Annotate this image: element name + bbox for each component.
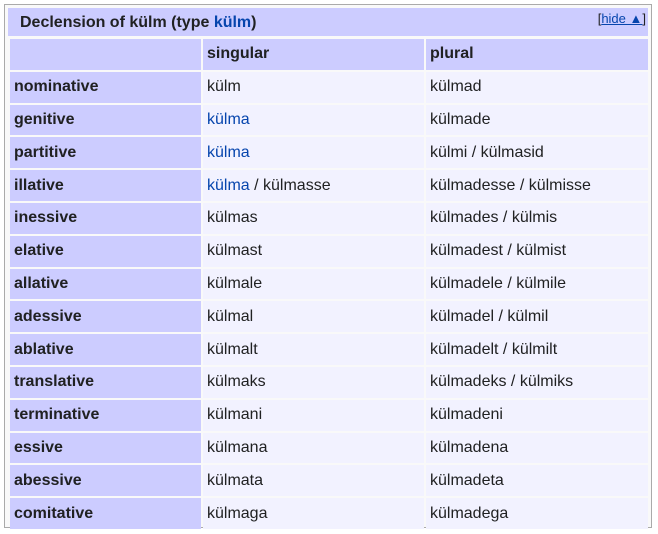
case-label: elative [10, 235, 201, 267]
case-label: terminative [10, 399, 201, 431]
table-row: allative külmale külmadele / külmile [10, 268, 648, 300]
singular-form: külmana [203, 432, 424, 464]
declension-title-bar: Declension of külm (type külm) [hide ▲] [8, 8, 648, 36]
plural-form: külmadesse / külmisse [426, 170, 648, 201]
plural-form: külmadeta [426, 465, 648, 497]
hide-toggle: [hide ▲] [598, 11, 646, 26]
table-row: abessive külmata külmadeta [10, 465, 648, 497]
singular-form-cell: külma / külmasse [203, 170, 424, 201]
plural-form: külmadest / külmist [426, 235, 648, 267]
case-label: ablative [10, 334, 201, 365]
singular-form: külmaga [203, 498, 424, 529]
table-row: illative külma / külmasse külmadesse / k… [10, 170, 648, 201]
case-label: allative [10, 268, 201, 300]
table-row: adessive külmal külmadel / külmil [10, 301, 648, 333]
plural-form: külmadel / külmil [426, 301, 648, 333]
singular-form: külmale [203, 268, 424, 300]
plural-form: külmade [426, 104, 648, 136]
case-label: comitative [10, 498, 201, 529]
singular-form-link[interactable]: külma [207, 110, 250, 128]
declension-type-link[interactable]: külm [213, 14, 252, 31]
singular-form-link[interactable]: külma [207, 176, 250, 194]
plural-form: külmadelt / külmilt [426, 334, 648, 365]
table-row: nominative külm külmad [10, 71, 648, 103]
title-suffix: ) [251, 14, 257, 31]
plural-form: külmadeks / külmiks [426, 366, 648, 398]
column-header-plural: plural [426, 39, 648, 70]
case-label: illative [10, 170, 201, 201]
case-label: adessive [10, 301, 201, 333]
hide-toggle-link[interactable]: hide ▲ [601, 11, 643, 26]
case-label: translative [10, 366, 201, 398]
toggle-bracket-open: [ [597, 11, 602, 26]
case-label: genitive [10, 104, 201, 136]
singular-form-cell: külma [203, 137, 424, 169]
plural-form: külmadena [426, 432, 648, 464]
singular-form: külmata [203, 465, 424, 497]
table-row: elative külmast külmadest / külmist [10, 235, 648, 267]
declension-title: Declension of külm (type külm) [20, 14, 256, 32]
singular-form: külmaks [203, 366, 424, 398]
singular-form: külmal [203, 301, 424, 333]
table-row: essive külmana külmadena [10, 432, 648, 464]
singular-form: külmalt [203, 334, 424, 365]
plural-form: külmadele / külmile [426, 268, 648, 300]
case-label: essive [10, 432, 201, 464]
singular-form: külm [203, 71, 424, 103]
corner-cell [10, 39, 201, 70]
case-label: abessive [10, 465, 201, 497]
plural-form: külmadega [426, 498, 648, 529]
singular-form: külmas [203, 202, 424, 234]
plural-form: külmades / külmis [426, 202, 648, 234]
table-row: translative külmaks külmadeks / külmiks [10, 366, 648, 398]
case-label: nominative [10, 71, 201, 103]
toggle-bracket-close: ] [642, 11, 646, 26]
column-header-singular: singular [203, 39, 424, 70]
header-row: singular plural [10, 39, 648, 70]
declension-table: singular plural nominative külm külmad g… [8, 37, 650, 531]
table-row: terminative külmani külmadeni [10, 399, 648, 431]
singular-form-alt: / külmasse [249, 176, 331, 194]
plural-form: külmadeni [426, 399, 648, 431]
plural-form: külmad [426, 71, 648, 103]
table-row: genitive külma külmade [10, 104, 648, 136]
singular-form-cell: külma [203, 104, 424, 136]
table-row: comitative külmaga külmadega [10, 498, 648, 529]
declension-table-frame: Declension of külm (type külm) [hide ▲] … [4, 4, 652, 531]
singular-form-link[interactable]: külma [207, 143, 250, 161]
singular-form: külmast [203, 235, 424, 267]
title-prefix: Declension of külm (type [20, 14, 214, 31]
singular-form: külmani [203, 399, 424, 431]
table-row: ablative külmalt külmadelt / külmilt [10, 334, 648, 365]
table-row: inessive külmas külmades / külmis [10, 202, 648, 234]
case-label: partitive [10, 137, 201, 169]
case-label: inessive [10, 202, 201, 234]
table-row: partitive külma külmi / külmasid [10, 137, 648, 169]
plural-form: külmi / külmasid [426, 137, 648, 169]
